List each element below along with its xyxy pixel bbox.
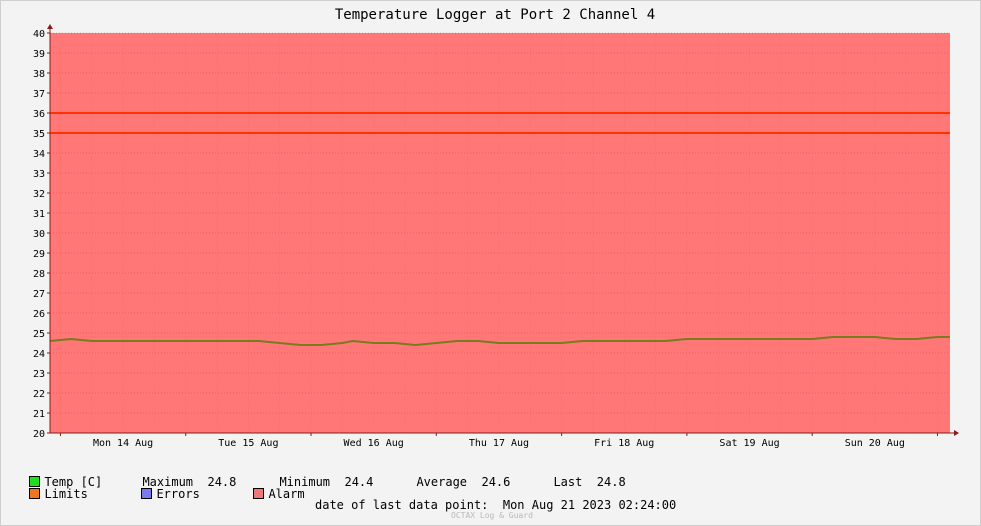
- y-tick-label: 27: [33, 289, 45, 300]
- y-tick-label: 30: [33, 229, 45, 240]
- legend-errors: Errors: [127, 475, 200, 501]
- legend-errors-swatch: [141, 488, 153, 499]
- y-tick-label: 33: [33, 169, 45, 180]
- y-tick-label: 26: [33, 309, 45, 320]
- y-tick-label: 40: [33, 29, 45, 40]
- y-tick-label: 25: [33, 329, 45, 340]
- last-data-point: date of last data point: Mon Aug 21 2023…: [315, 498, 676, 512]
- x-tick-label: Tue 15 Aug: [218, 438, 278, 449]
- y-tick-label: 21: [33, 409, 45, 420]
- y-tick-label: 20: [33, 429, 45, 440]
- x-tick-label: Wed 16 Aug: [344, 438, 404, 449]
- legend-average: Average 24.6: [402, 463, 510, 489]
- legend-maximum-text: Maximum 24.8: [142, 475, 237, 489]
- y-tick-label: 36: [33, 109, 45, 120]
- watermark: OCTAX Log & Guard: [451, 511, 533, 520]
- y-tick-label: 32: [33, 189, 45, 200]
- y-tick-label: 39: [33, 49, 45, 60]
- x-tick-label: Fri 18 Aug: [594, 438, 654, 449]
- y-tick-label: 29: [33, 249, 45, 260]
- y-tick-label: 28: [33, 269, 45, 280]
- y-axis-arrow: [47, 24, 53, 29]
- x-tick-label: Mon 14 Aug: [93, 438, 153, 449]
- y-tick-label: 37: [33, 89, 45, 100]
- y-tick-label: 35: [33, 129, 45, 140]
- y-tick-label: 38: [33, 69, 45, 80]
- legend-minimum: Minimum 24.4: [265, 463, 373, 489]
- legend-minimum-text: Minimum 24.4: [279, 475, 374, 489]
- legend-temp-label: Temp [C]: [44, 475, 103, 489]
- legend-limits-swatch: [29, 488, 41, 499]
- legend-last-text: Last 24.8: [553, 475, 626, 489]
- legend-last: Last 24.8: [539, 463, 626, 489]
- last-data-label: date of last data point:: [315, 498, 489, 512]
- legend-average-text: Average 24.6: [416, 475, 511, 489]
- y-tick-label: 34: [33, 149, 45, 160]
- y-tick-label: 23: [33, 369, 45, 380]
- x-axis-arrow: [954, 430, 959, 436]
- y-tick-label: 31: [33, 209, 45, 220]
- chart-title: Temperature Logger at Port 2 Channel 4: [335, 7, 655, 23]
- legend-alarm: Alarm: [239, 475, 305, 501]
- series-line-temp: [49, 336, 950, 347]
- x-tick-label: Sat 19 Aug: [719, 438, 779, 449]
- y-tick-label: 22: [33, 389, 45, 400]
- legend-maximum: Maximum 24.8: [128, 463, 236, 489]
- legend-temp: Temp [C]: [15, 463, 102, 489]
- legend-alarm-label: Alarm: [268, 487, 305, 501]
- last-data-value: Mon Aug 21 2023 02:24:00: [502, 498, 677, 512]
- legend-alarm-swatch: [253, 488, 265, 499]
- y-tick-label: 24: [33, 349, 45, 360]
- legend-limits: Limits: [15, 475, 88, 501]
- legend-limits-label: Limits: [44, 487, 88, 501]
- x-tick-label: Sun 20 Aug: [845, 438, 905, 449]
- legend-temp-swatch: [29, 476, 41, 487]
- legend-errors-label: Errors: [156, 487, 200, 501]
- x-tick-label: Thu 17 Aug: [469, 438, 529, 449]
